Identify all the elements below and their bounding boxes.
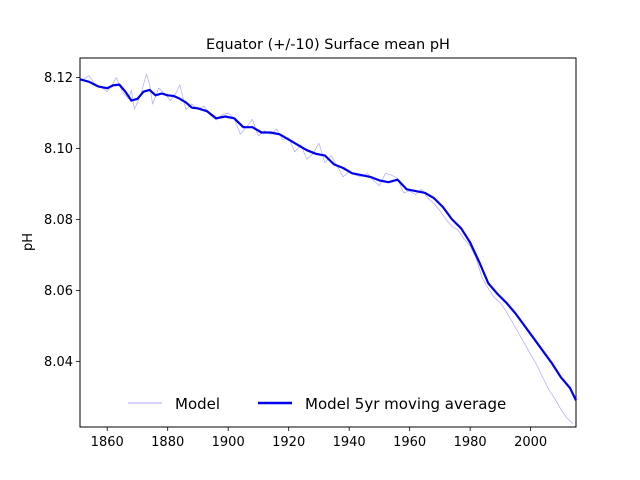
series-layer	[79, 73, 577, 424]
x-tick-label: 1860	[91, 435, 124, 450]
y-tick-label: 8.10	[44, 142, 73, 157]
y-tick-label: 8.12	[44, 71, 73, 86]
plot-area: 1860 1880 1900 1920 1940 1960 1980 2000 8.048.0…	[44, 57, 577, 450]
x-tick-label: 1960	[393, 435, 426, 450]
plot-frame	[79, 57, 577, 428]
y-axis-label: pH	[21, 233, 36, 251]
series-line-moving-average	[79, 78, 577, 401]
y-tick-label: 8.04	[44, 355, 73, 370]
x-tick-label: 1920	[272, 435, 305, 450]
x-tick-label: 1980	[454, 435, 487, 450]
chart-title: Equator (+/-10) Surface mean pH	[206, 37, 450, 53]
legend: Model Model 5yr moving average	[128, 395, 506, 413]
legend-label-moving-average: Model 5yr moving average	[305, 395, 506, 413]
y-tick-label: 8.06	[44, 284, 73, 299]
y-tick-label: 8.08	[44, 213, 73, 228]
x-axis: 1860 1880 1900 1920 1940 1960 1980 2000	[91, 427, 547, 450]
legend-label-model: Model	[175, 395, 220, 413]
x-tick-label: 2000	[514, 435, 547, 450]
x-tick-label: 1880	[151, 435, 184, 450]
series-line-model	[82, 73, 574, 424]
x-tick-label: 1900	[212, 435, 245, 450]
x-tick-label: 1940	[333, 435, 366, 450]
y-axis: 8.04 8.06 8.08 8.10 8.12	[44, 71, 80, 370]
